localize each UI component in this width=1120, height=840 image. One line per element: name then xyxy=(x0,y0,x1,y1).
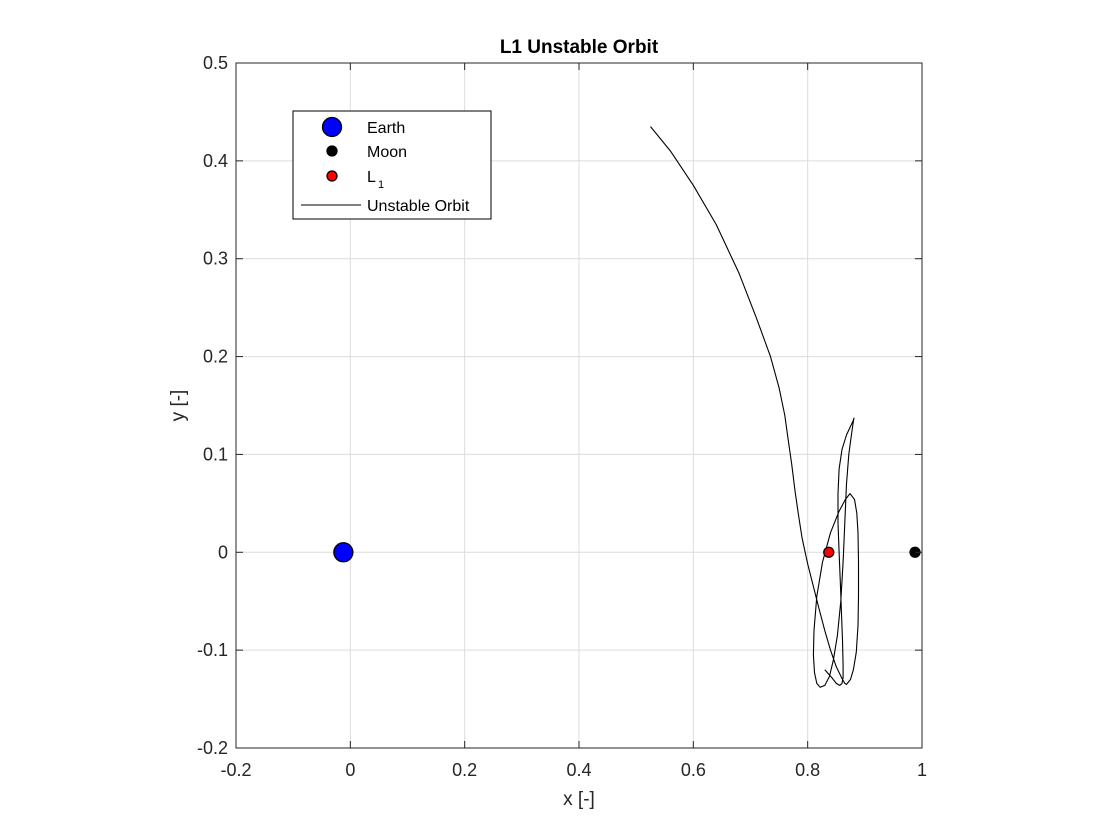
ticks-layer: -0.2 0 0.2 0.4 0.6 0.8 1 -0.2 -0.1 0 0.1 0.2 0.3 0.4 0… xyxy=(197,53,927,780)
y-tick-label: 0.3 xyxy=(203,249,228,269)
y-tick-label: 0.2 xyxy=(203,347,228,367)
legend-earth-marker xyxy=(321,116,343,138)
legend-l1-label: L xyxy=(367,169,376,186)
y-tick-label: -0.2 xyxy=(197,738,228,758)
legend-orbit-label: Unstable Orbit xyxy=(367,198,470,215)
x-tick-label: 0 xyxy=(345,760,355,780)
x-tick-label: 0.2 xyxy=(452,760,477,780)
legend: Earth Moon L 1 Unstable Orbit xyxy=(292,110,492,220)
legend-moon-label: Moon xyxy=(367,144,407,161)
y-tick-label: 0.1 xyxy=(203,444,228,464)
y-tick-label: 0 xyxy=(218,542,228,562)
legend-l1-marker xyxy=(326,170,338,182)
legend-l1-subscript: 1 xyxy=(378,179,384,191)
x-tick-label: 1 xyxy=(917,760,927,780)
chart-title: L1 Unstable Orbit xyxy=(500,37,659,58)
points-layer xyxy=(333,542,921,563)
x-axis-label: x [-] xyxy=(563,789,595,810)
y-axis-label: y [-] xyxy=(168,390,189,422)
l1-marker xyxy=(823,546,835,558)
series-layer xyxy=(650,126,860,688)
x-tick-label: 0.6 xyxy=(681,760,706,780)
y-tick-label: 0.5 xyxy=(203,53,228,73)
legend-earth-label: Earth xyxy=(367,120,405,137)
y-tick-label: 0.4 xyxy=(203,151,228,171)
x-tick-label: 0.4 xyxy=(566,760,591,780)
x-tick-label: -0.2 xyxy=(220,760,251,780)
y-tick-label: -0.1 xyxy=(197,640,228,660)
legend-moon-marker xyxy=(326,145,338,157)
orbit-line xyxy=(650,126,860,688)
earth-marker xyxy=(333,542,354,563)
x-tick-label: 0.8 xyxy=(795,760,820,780)
